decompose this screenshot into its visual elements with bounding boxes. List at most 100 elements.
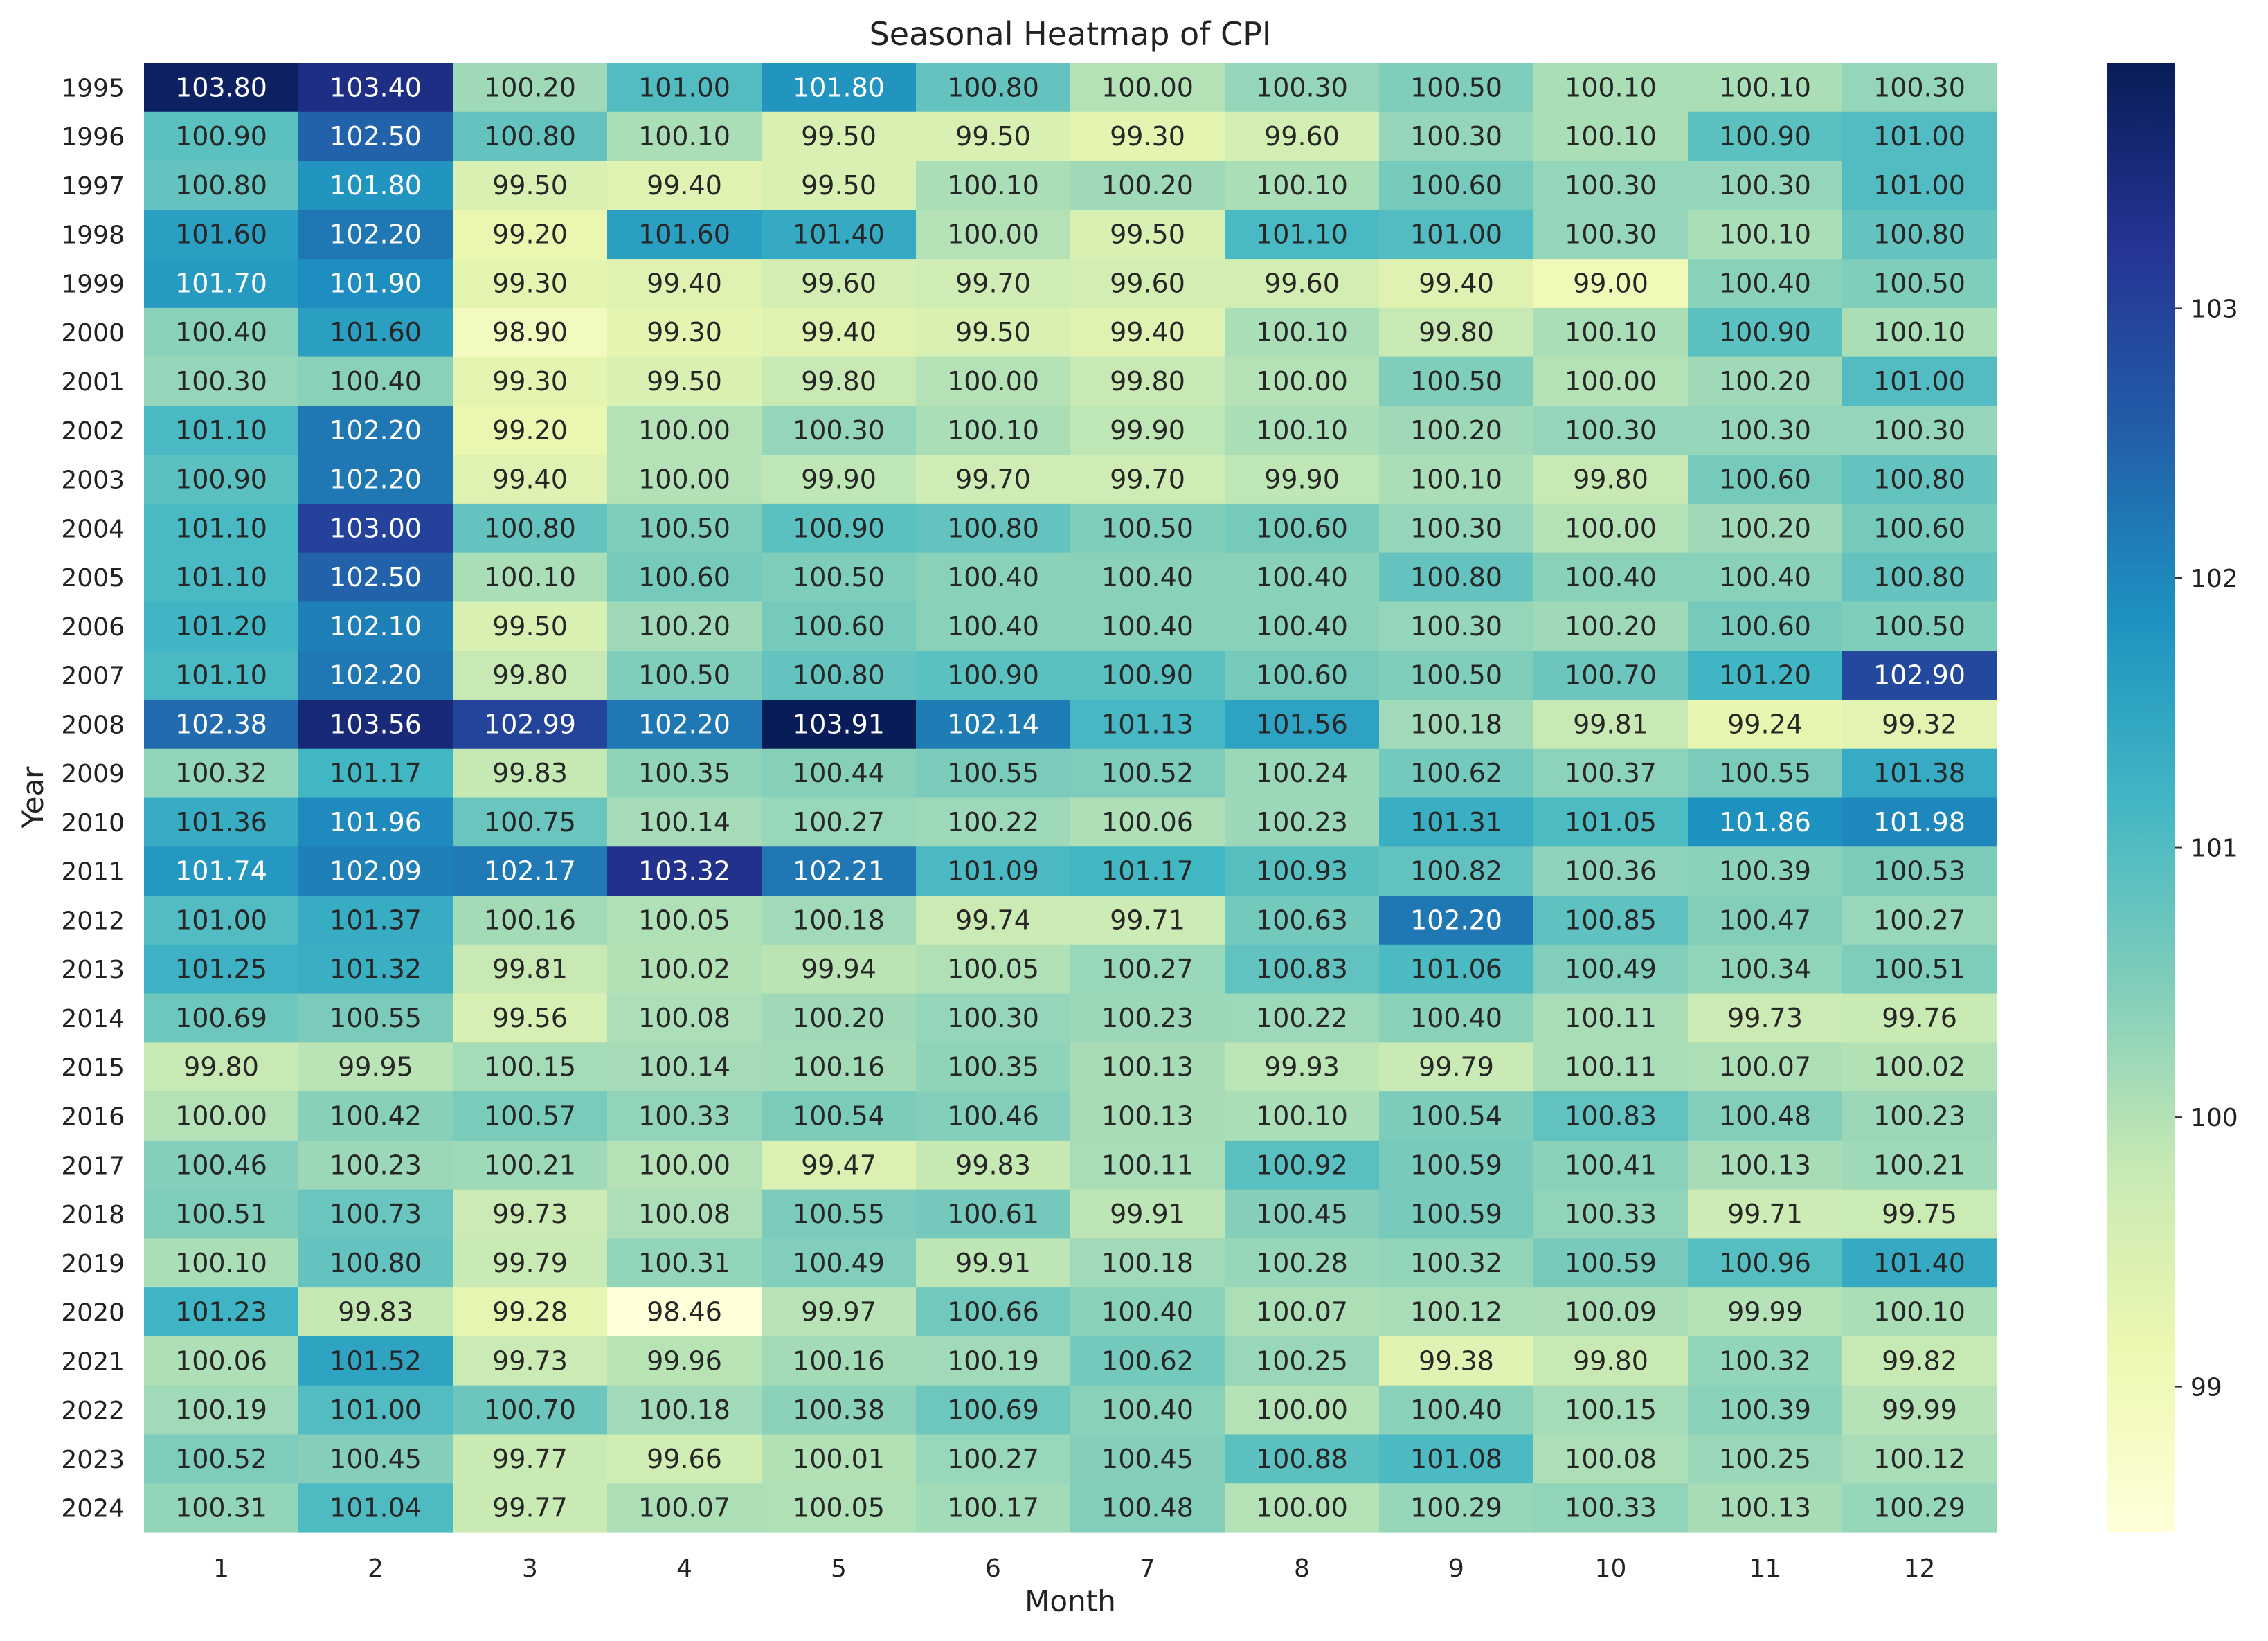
cell-value-label: 100.30 [1410, 121, 1502, 152]
cell-value-label: 100.10 [1719, 219, 1811, 250]
heatmap-cell [298, 601, 453, 651]
heatmap-cell [1842, 307, 1997, 358]
heatmap-cell [1533, 1091, 1689, 1141]
cell-value-label: 103.80 [175, 72, 267, 102]
cell-value-label: 101.10 [175, 660, 267, 691]
heatmap-cell [1225, 1140, 1380, 1190]
cell-value-label: 100.44 [793, 758, 885, 788]
heatmap-cell [762, 1091, 917, 1141]
cell-value-label: 101.00 [1873, 121, 1965, 152]
heatmap-cell [1688, 1042, 1843, 1092]
cell-value-label: 99.60 [1110, 268, 1185, 298]
cell-value-label: 100.90 [1101, 660, 1194, 691]
heatmap-cell [453, 1091, 608, 1141]
cell-value-label: 100.30 [1719, 415, 1811, 446]
heatmap-cell [916, 601, 1071, 651]
cell-value-label: 100.73 [330, 1199, 422, 1229]
cell-value-label: 101.98 [1873, 807, 1965, 837]
heatmap-cell [1533, 552, 1689, 603]
cell-value-label: 99.71 [1110, 905, 1185, 935]
heatmap-cell [916, 455, 1071, 505]
cell-value-label: 100.20 [1719, 513, 1811, 543]
heatmap-cell [453, 699, 608, 750]
y-axis-title: Year [16, 766, 50, 829]
cell-value-label: 100.80 [1410, 562, 1502, 592]
cell-value-label: 100.80 [793, 660, 885, 691]
heatmap-cell [607, 1091, 762, 1141]
heatmap-cell [1070, 161, 1225, 210]
heatmap-cell [762, 601, 917, 651]
cell-value-label: 102.10 [330, 611, 422, 642]
cell-value-label: 100.18 [1410, 709, 1502, 739]
heatmap-cell [1533, 503, 1689, 554]
cell-value-label: 101.31 [1410, 807, 1502, 837]
heatmap-cell [762, 1189, 917, 1239]
y-tick-label: 2014 [61, 1005, 125, 1033]
cell-value-label: 100.20 [638, 611, 730, 642]
heatmap-cell [607, 896, 762, 945]
heatmap-cell [1379, 1238, 1534, 1288]
cell-value-label: 101.52 [330, 1345, 422, 1376]
cell-value-label: 100.09 [1565, 1297, 1657, 1327]
cell-value-label: 100.19 [175, 1395, 267, 1425]
cell-value-label: 101.08 [1410, 1444, 1502, 1474]
cell-value-label: 101.36 [175, 807, 267, 837]
cell-value-label: 100.10 [947, 170, 1039, 201]
cell-value-label: 100.12 [1873, 1444, 1965, 1474]
cell-value-label: 100.49 [1565, 954, 1657, 984]
heatmap-cell [453, 944, 608, 995]
heatmap-cell [1842, 503, 1997, 554]
heatmap-cell [1379, 993, 1534, 1043]
cell-value-label: 100.18 [1101, 1248, 1194, 1278]
cell-value-label: 100.14 [638, 807, 730, 837]
cell-value-label: 100.05 [947, 954, 1039, 984]
heatmap-cell [1842, 748, 1997, 799]
heatmap-cell [144, 63, 299, 113]
cell-value-label: 100.57 [484, 1100, 576, 1131]
heatmap-cell [762, 63, 917, 113]
cell-value-label: 100.80 [484, 121, 576, 152]
heatmap-cell [298, 1238, 453, 1288]
heatmap-cell [298, 1434, 453, 1484]
heatmap-cell [1533, 1336, 1689, 1386]
cell-value-label: 99.91 [1110, 1199, 1185, 1229]
cell-value-label: 101.04 [330, 1493, 422, 1523]
cell-value-label: 99.66 [647, 1444, 722, 1474]
cell-value-label: 102.14 [947, 709, 1039, 739]
cell-value-label: 100.80 [1873, 219, 1965, 250]
cell-value-label: 100.00 [1565, 513, 1657, 543]
heatmap-cell [1379, 601, 1534, 651]
heatmap-cell [144, 1434, 299, 1484]
cell-value-label: 100.80 [1873, 562, 1965, 592]
cell-value-label: 101.80 [793, 72, 885, 102]
cell-value-label: 100.48 [1101, 1493, 1194, 1523]
cell-value-label: 100.07 [1719, 1052, 1811, 1082]
cell-value-label: 100.70 [1565, 660, 1657, 691]
cell-value-label: 99.00 [1573, 268, 1648, 298]
heatmap-cell [1533, 896, 1689, 945]
heatmap-cell [1533, 1189, 1689, 1239]
heatmap-cell [453, 1483, 608, 1533]
heatmap-cell [1070, 503, 1225, 554]
cell-value-label: 99.60 [801, 268, 876, 298]
cell-value-label: 100.88 [1256, 1444, 1348, 1474]
y-tick-label: 1997 [61, 172, 125, 201]
heatmap-cell [1225, 846, 1380, 896]
heatmap-cell [1688, 455, 1843, 505]
cell-value-label: 100.40 [330, 366, 422, 397]
heatmap-cell [453, 356, 608, 406]
heatmap-cell [1533, 406, 1689, 455]
heatmap-cell [1842, 993, 1997, 1043]
cell-value-label: 101.17 [330, 758, 422, 788]
cell-value-label: 100.90 [1719, 317, 1811, 347]
heatmap-cell [1070, 1434, 1225, 1484]
cell-value-label: 99.30 [1110, 121, 1185, 152]
cell-value-label: 100.18 [638, 1395, 730, 1425]
heatmap-cell [1070, 944, 1225, 995]
cell-value-label: 100.30 [1410, 611, 1502, 642]
cell-value-label: 100.07 [638, 1493, 730, 1523]
cell-value-label: 100.02 [1873, 1052, 1965, 1082]
cell-value-label: 100.25 [1719, 1444, 1811, 1474]
cell-value-label: 100.23 [1873, 1100, 1965, 1131]
y-tick-label: 2000 [61, 319, 125, 347]
